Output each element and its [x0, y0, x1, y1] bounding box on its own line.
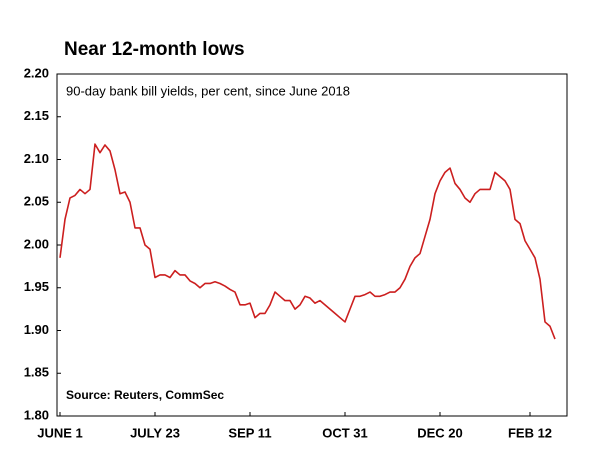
x-tick-label: FEB 12: [508, 425, 552, 440]
y-tick-label: 1.90: [24, 322, 49, 337]
y-tick-label: 2.00: [24, 236, 49, 251]
x-tick-label: SEP 11: [228, 425, 271, 440]
y-tick-label: 1.85: [24, 365, 49, 380]
y-tick-label: 2.20: [24, 65, 49, 80]
chart-subtitle: 90-day bank bill yields, per cent, since…: [66, 83, 350, 98]
data-line: [59, 143, 556, 340]
x-tick-label: JULY 23: [130, 425, 180, 440]
source-note: Source: Reuters, CommSec: [66, 388, 224, 402]
y-tick-label: 1.80: [24, 407, 49, 422]
y-tick-label: 1.95: [24, 279, 49, 294]
chart-title: Near 12-month lows: [64, 39, 245, 60]
y-tick-label: 2.05: [24, 194, 49, 209]
y-tick-label: 2.10: [24, 151, 49, 166]
x-tick-label: JUNE 1: [37, 425, 83, 440]
y-tick-label: 2.15: [24, 108, 49, 123]
x-tick-label: DEC 20: [417, 425, 463, 440]
x-tick-label: OCT 31: [322, 425, 368, 440]
